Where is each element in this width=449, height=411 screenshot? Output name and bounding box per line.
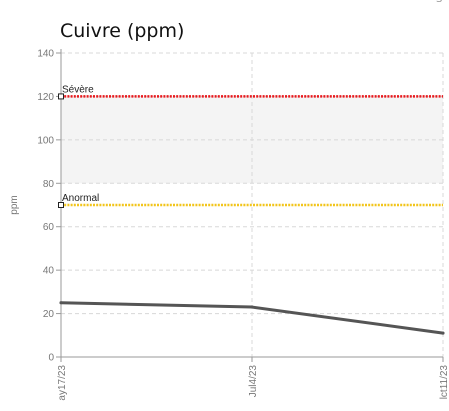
threshold-marker-0 — [58, 93, 64, 100]
chart-title: Cuivre (ppm) — [60, 20, 185, 42]
y-tick-label-120: 120 — [37, 92, 54, 103]
y-ticks: 0 20 40 60 80 100 120 140 — [37, 49, 61, 364]
series-point-0-2 — [441, 331, 445, 335]
y-tick-label-100: 100 — [37, 135, 54, 146]
x-tick-label-1: Jul4/23 — [248, 365, 259, 398]
y-tick-label-20: 20 — [43, 309, 55, 320]
y-tick-label-40: 40 — [43, 266, 55, 277]
x-tick-label-0: ay17/23 — [57, 365, 68, 401]
threshold-label-1: Anormal — [62, 193, 99, 204]
threshold-marker-1 — [58, 202, 64, 208]
series-point-0-1 — [250, 305, 254, 309]
x-tick-label-2: lct11/23 — [439, 365, 449, 400]
y-tick-label-80: 80 — [43, 179, 55, 190]
y-axis-label: ppm — [9, 195, 20, 214]
series-point-0-0 — [59, 301, 63, 305]
threshold-lines: Sévère Anormal — [58, 84, 443, 208]
series-lines — [59, 301, 445, 335]
y-tick-label-0: 0 — [48, 353, 54, 364]
y-tick-label-60: 60 — [43, 222, 55, 233]
clipped-header-right: S — [436, 0, 442, 5]
x-ticks: ay17/23 Jul4/23 lct11/23 — [57, 357, 449, 401]
y-tick-label-140: 140 — [37, 49, 54, 60]
threshold-label-0: Sévère — [62, 84, 94, 95]
